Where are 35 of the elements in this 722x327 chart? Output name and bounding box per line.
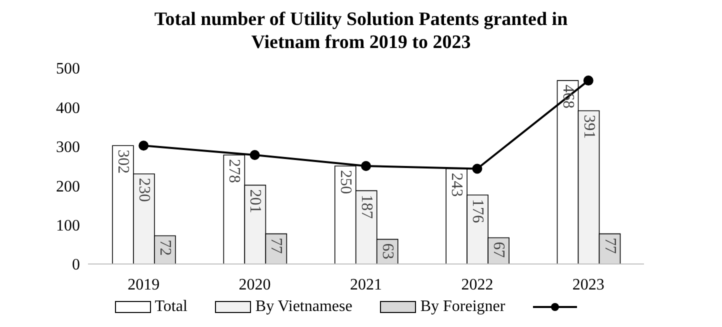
data-label: 278 bbox=[226, 159, 243, 184]
data-label: 250 bbox=[336, 170, 354, 194]
x-tick-label: 2023 bbox=[572, 276, 604, 294]
point bbox=[472, 164, 482, 174]
x-tick-label: 2021 bbox=[350, 276, 382, 294]
data-label: 201 bbox=[246, 189, 264, 214]
chart-title: Total number of Utility Solution Patents granted in Vietnam from 2019 to 2023 bbox=[153, 8, 569, 54]
data-label: 63 bbox=[378, 243, 396, 260]
legend-label: By Vietnamese bbox=[255, 298, 352, 316]
point bbox=[583, 76, 594, 86]
data-label: 243 bbox=[448, 172, 466, 197]
y-tick-label: 100 bbox=[56, 217, 80, 234]
data-label: 391 bbox=[580, 114, 598, 139]
data-label: 187 bbox=[358, 194, 375, 219]
data-label: 72 bbox=[156, 240, 174, 256]
point bbox=[361, 161, 371, 171]
point bbox=[250, 150, 260, 160]
y-tick-label: 0 bbox=[72, 256, 80, 274]
y-tick-label: 500 bbox=[56, 60, 80, 78]
data-label: 77 bbox=[601, 238, 618, 254]
x-tick-label: 2019 bbox=[128, 276, 160, 294]
x-tick-label: 2020 bbox=[238, 276, 271, 294]
legend-label: By Foreigner bbox=[420, 298, 506, 316]
data-label: 468 bbox=[559, 84, 576, 109]
data-label: 77 bbox=[268, 238, 285, 254]
data-label: 302 bbox=[114, 150, 132, 174]
y-tick-label: 200 bbox=[56, 178, 80, 196]
y-tick-label: 300 bbox=[56, 139, 80, 156]
legend-label: Total bbox=[154, 298, 188, 316]
x-tick-label: 2022 bbox=[461, 276, 494, 294]
data-label: 176 bbox=[469, 199, 486, 224]
point bbox=[138, 140, 149, 151]
y-tick-label: 400 bbox=[56, 100, 80, 117]
data-label: 67 bbox=[490, 242, 508, 258]
data-label: 230 bbox=[135, 178, 152, 202]
